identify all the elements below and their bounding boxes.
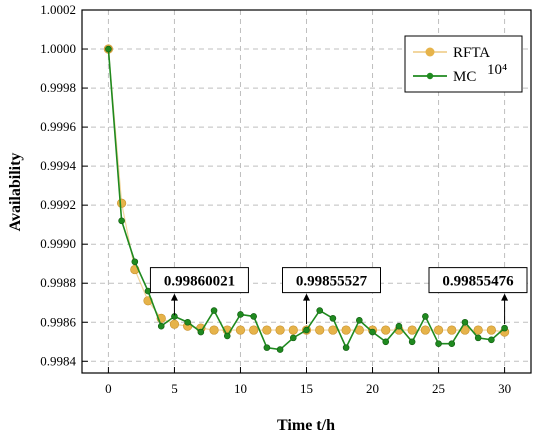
mc-point (184, 318, 191, 326)
legend-superscript: 10⁴ (487, 62, 507, 78)
mc-point (250, 313, 257, 320)
mc-point (276, 346, 284, 353)
annotation-arrowhead (501, 293, 509, 301)
y-tick-label: 0.9994 (40, 158, 76, 173)
mc-point (342, 344, 350, 351)
mc-point (118, 217, 125, 225)
mc-point (131, 258, 139, 266)
rfta-point (433, 325, 444, 335)
mc-point (263, 344, 271, 351)
rfta-point (117, 198, 127, 208)
x-tick-label: 15 (300, 381, 313, 396)
mc-point (488, 336, 495, 344)
annotation-box (428, 267, 528, 294)
mc-point (303, 326, 310, 334)
x-tick-label: 30 (498, 381, 511, 396)
legend-label: MC (453, 69, 476, 85)
x-tick-label: 20 (366, 381, 379, 396)
mc-point (448, 340, 456, 348)
rfta-point (420, 325, 430, 335)
x-tick-label: 5 (171, 381, 178, 396)
y-tick-label: 0.9988 (40, 275, 76, 290)
mc-point (408, 338, 416, 346)
annotation-label: 0.99855527 (296, 274, 368, 290)
mc-point (289, 334, 297, 342)
series-layer (103, 44, 510, 353)
mc-point (105, 45, 112, 53)
y-tick-label: 1.0002 (40, 2, 76, 17)
mc-point (316, 307, 324, 314)
rfta-point (209, 325, 219, 335)
y-tick-label: 0.9992 (40, 197, 76, 212)
annotation-box (282, 267, 381, 294)
mc-point (422, 313, 429, 320)
mc-point (157, 322, 165, 330)
mc-point (210, 307, 218, 314)
annotation-arrowhead (303, 293, 310, 301)
y-tick-label: 0.9998 (40, 80, 76, 95)
rfta-point (381, 325, 391, 335)
mc-point (197, 328, 205, 336)
rfta-point (315, 325, 325, 335)
y-tick-label: 0.9996 (40, 119, 76, 134)
x-axis-label: Time t/h (277, 417, 335, 434)
rfta-point (473, 325, 483, 335)
rfta-point (249, 325, 259, 335)
mc-point (223, 332, 231, 340)
rfta-point (447, 325, 457, 335)
mc-point (237, 311, 244, 318)
mc-point (474, 334, 482, 342)
y-axis-label: Availability (7, 153, 24, 232)
legend-swatch-marker (425, 47, 435, 57)
axis-ticks: 0 5 10 15 20 25 30 0.9984 0.9986 0.9988 0.9990 0.99… (40, 2, 511, 396)
annotation-arrowhead (170, 293, 178, 301)
legend: RFTA MC 10⁴ (404, 35, 523, 93)
legend-swatch-marker (426, 72, 434, 80)
rfta-point (288, 325, 298, 335)
annotation-label: 0.99860021 (164, 274, 235, 290)
y-tick-label: 0.9986 (40, 314, 76, 329)
rfta-point (341, 325, 351, 335)
legend-label: RFTA (453, 45, 490, 61)
mc-point (501, 324, 508, 332)
rfta-point (275, 325, 285, 335)
annotation-layer: 0.99860021 0.99855527 0.99855476 (149, 267, 528, 325)
rfta-point (235, 325, 246, 335)
mc-point (395, 322, 403, 330)
rfta-point (169, 319, 180, 329)
rfta-point (486, 325, 496, 335)
mc-point (461, 318, 469, 326)
mc-point (329, 315, 337, 322)
mc-point (382, 338, 390, 346)
y-tick-label: 0.9984 (40, 353, 76, 368)
annotation-box (149, 267, 249, 294)
rfta-point (407, 325, 417, 335)
x-tick-label: 10 (234, 381, 247, 396)
mc-point (356, 317, 363, 324)
legend-box (404, 35, 523, 93)
rfta-point (262, 325, 272, 335)
annotation-label: 0.99855476 (442, 274, 514, 290)
mc-point (435, 340, 442, 348)
y-tick-label: 0.9990 (40, 236, 76, 251)
rfta-point (328, 325, 338, 335)
y-tick-label: 1.0000 (40, 41, 76, 56)
x-tick-label: 25 (432, 381, 445, 396)
mc-point (369, 328, 376, 336)
x-tick-label: 0 (105, 381, 112, 396)
